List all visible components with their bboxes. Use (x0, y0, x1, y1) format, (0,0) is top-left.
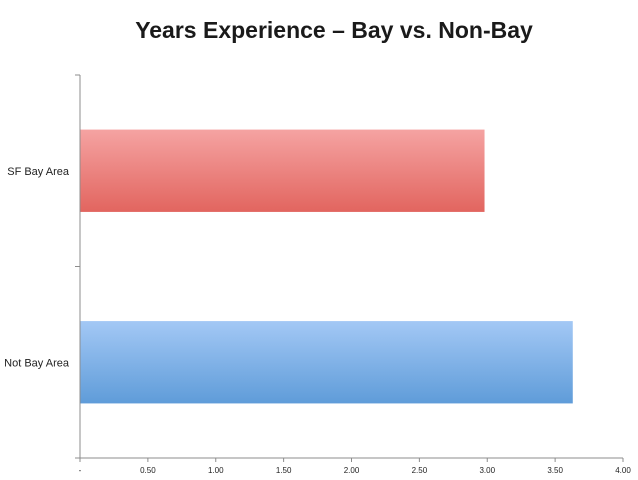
category-label: SF Bay Area (7, 166, 70, 178)
x-tick-label: 4.00 (615, 466, 631, 475)
x-tick-label: 3.50 (547, 466, 563, 475)
category-label: Not Bay Area (4, 357, 70, 369)
bar-not-bay-area (80, 321, 573, 404)
x-tick-label: 0.50 (140, 466, 156, 475)
x-tick-label: 1.50 (276, 466, 292, 475)
chart-title: Years Experience – Bay vs. Non-Bay (135, 17, 533, 43)
x-tick-label: 3.00 (479, 466, 495, 475)
bar-sf-bay-area (80, 129, 485, 212)
x-tick-label: 2.50 (412, 466, 428, 475)
x-tick-label: 2.00 (344, 466, 360, 475)
x-tick-label: 1.00 (208, 466, 224, 475)
x-tick-label: - (79, 466, 82, 475)
